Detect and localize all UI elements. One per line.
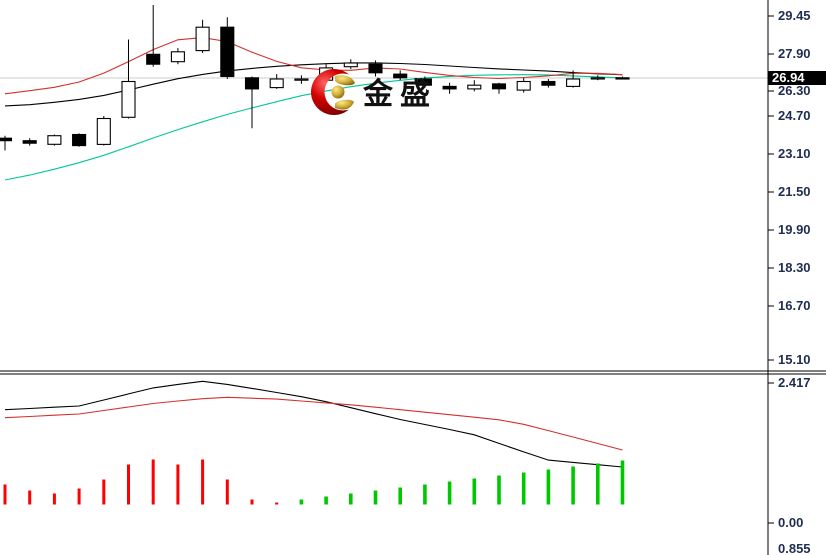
svg-text:盛: 盛 [400,78,430,111]
svg-text:19.90: 19.90 [778,222,811,237]
svg-text:26.94: 26.94 [772,70,805,85]
svg-text:21.50: 21.50 [778,184,811,199]
svg-text:29.45: 29.45 [778,8,811,23]
svg-text:0.855: 0.855 [778,541,811,555]
svg-text:0.00: 0.00 [778,515,803,530]
svg-text:27.90: 27.90 [778,46,811,61]
svg-text:2.417: 2.417 [778,375,811,390]
svg-text:23.10: 23.10 [778,146,811,161]
svg-text:15.10: 15.10 [778,352,811,367]
svg-text:26.30: 26.30 [778,83,811,98]
svg-text:16.70: 16.70 [778,298,811,313]
svg-text:金: 金 [362,77,394,111]
svg-text:24.70: 24.70 [778,108,811,123]
svg-text:18.30: 18.30 [778,260,811,275]
